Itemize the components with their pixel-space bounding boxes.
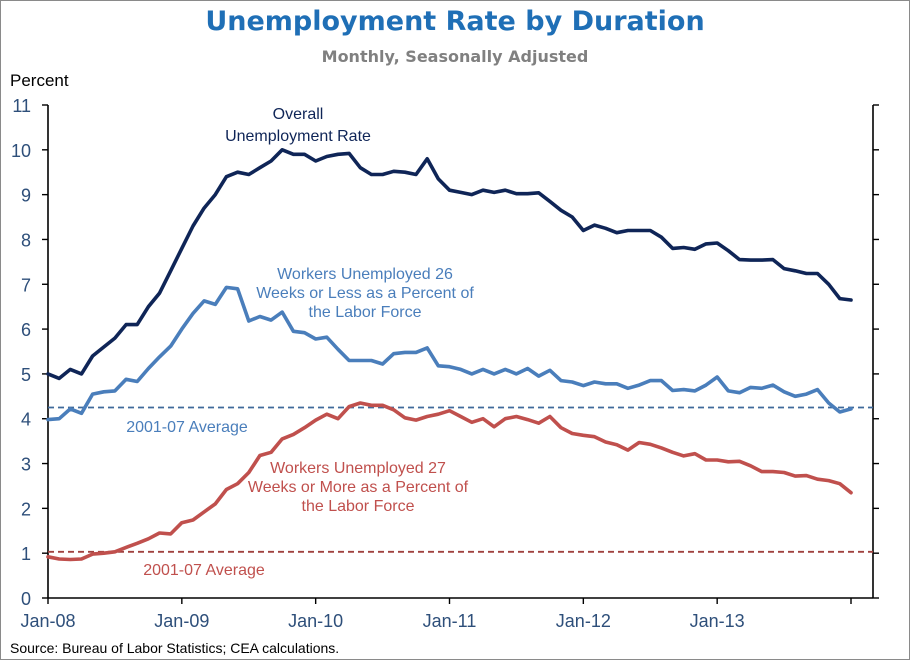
y-tick-label: 9 <box>21 186 31 206</box>
y-tick-label: 8 <box>21 230 31 250</box>
chart-title: Unemployment Rate by Duration <box>205 6 705 37</box>
y-tick-label: 5 <box>21 365 31 385</box>
y-tick-label: 7 <box>21 275 31 295</box>
x-tick-label: Jan-13 <box>690 611 745 631</box>
annotation-long-term: Weeks or More as a Percent of <box>248 479 469 496</box>
y-tick-label: 2 <box>21 499 31 519</box>
x-tick-label: Jan-08 <box>20 611 75 631</box>
annotations: 2001-07 Average 2001-07 Average Overall Une… <box>126 106 474 579</box>
y-tick-label: 4 <box>21 410 31 430</box>
series-lines <box>46 148 853 562</box>
x-tick-label: Jan-12 <box>556 611 611 631</box>
annotation-long-term: Workers Unemployed 27 <box>270 460 446 477</box>
y-tick-label: 11 <box>12 96 31 116</box>
y-tick-label: 6 <box>21 320 31 340</box>
annotation-overall: Unemployment Rate <box>225 128 371 145</box>
line-short-term <box>46 285 853 422</box>
annotation-short-term: Weeks or Less as a Percent of <box>256 285 474 302</box>
annotation-short-term: Workers Unemployed 26 <box>277 266 453 283</box>
x-tick-label: Jan-10 <box>288 611 343 631</box>
y-tick-label: 3 <box>21 455 31 475</box>
source-note: Source: Bureau of Labor Statistics; CEA … <box>10 640 340 656</box>
y-tick-label: 10 <box>11 141 31 161</box>
annotation-overall: Overall <box>273 106 324 123</box>
reference-line-label: 2001-07 Average <box>143 562 265 579</box>
y-axis-label: Percent <box>10 71 69 90</box>
y-tick-label: 0 <box>21 589 31 609</box>
axes: 0 1 2 3 4 5 6 7 8 9 10 11 Jan-08 Jan-09 Jan-10 Jan-11 Ja… <box>11 96 879 631</box>
x-tick-label: Jan-09 <box>154 611 209 631</box>
line-overall <box>46 148 853 381</box>
reference-line-label: 2001-07 Average <box>126 419 248 436</box>
x-tick-label: Jan-11 <box>423 611 477 631</box>
y-tick-label: 1 <box>21 544 31 564</box>
line-long-term <box>46 401 853 562</box>
reference-lines <box>48 406 873 553</box>
annotation-short-term: the Labor Force <box>309 304 422 321</box>
chart-subtitle: Monthly, Seasonally Adjusted <box>321 47 589 66</box>
annotation-long-term: the Labor Force <box>302 498 415 515</box>
